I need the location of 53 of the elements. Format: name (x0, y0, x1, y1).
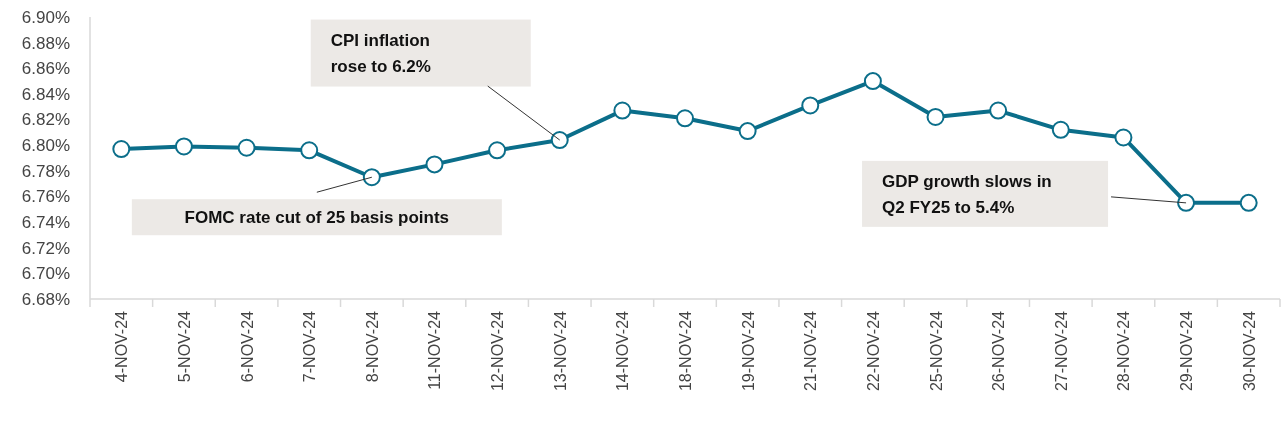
point (863, 72, 882, 91)
point (989, 101, 1008, 120)
x-tick-label: 28-NOV-24 (1115, 310, 1133, 392)
x-tick-label: 27-NOV-24 (1052, 310, 1070, 392)
x-tick-label: 26-NOV-24 (990, 310, 1008, 392)
annotation: GDP growth slows in Q2 FY25 to 5.4% (882, 171, 1052, 217)
annotation: CPI inflation rose to 6.2% (330, 31, 431, 76)
y-tick-label: 6.86% (21, 59, 70, 79)
x-tick-label: 13-NOV-24 (551, 310, 569, 392)
x-tick-label: 19-NOV-24 (739, 310, 757, 392)
point (1239, 193, 1258, 212)
x-tick-label: 7-NOV-24 (301, 310, 319, 383)
x-tick-label: 14-NOV-24 (614, 310, 632, 392)
y-tick-label: 6.82% (21, 110, 70, 130)
y-tick-label: 6.88% (21, 33, 70, 53)
x-tick-label: 29-NOV-24 (1178, 310, 1196, 392)
x-tick-label: 18-NOV-24 (677, 310, 694, 392)
point (488, 141, 507, 160)
y-tick-label: 6.72% (21, 238, 70, 258)
point (613, 101, 632, 120)
y-tick-label: 6.84% (21, 84, 70, 104)
x-tick-label: 5-NOV-24 (175, 310, 193, 383)
y-tick-label: 6.74% (21, 213, 70, 233)
y-tick-label: 6.90% (21, 7, 70, 27)
x-tick-label: 25-NOV-24 (927, 310, 945, 392)
x-tick-label: 6-NOV-24 (238, 310, 256, 383)
point (1177, 193, 1196, 212)
y-tick-label: 6.80% (21, 136, 70, 156)
point (550, 131, 569, 150)
point (174, 137, 193, 156)
y-tick-label: 6.70% (21, 264, 70, 284)
x-tick-label: 22-NOV-24 (864, 310, 882, 392)
point (362, 168, 381, 187)
point (112, 140, 131, 159)
point (1051, 120, 1070, 139)
x-tick-label: 12-NOV-24 (489, 310, 507, 392)
y-tick-label: 6.76% (21, 187, 70, 207)
y-tick-label: 6.78% (21, 161, 70, 181)
x-tick-label: 11-NOV-24 (426, 310, 444, 390)
y-tick-label: 6.68% (21, 289, 70, 309)
point (425, 155, 444, 174)
x-tick-label: 21-NOV-24 (802, 310, 820, 392)
point (738, 122, 757, 141)
point (237, 138, 256, 157)
x-tick-label: 4-NOV-24 (113, 310, 131, 383)
point (801, 96, 820, 115)
x-tick-label: 30-NOV-24 (1240, 310, 1258, 392)
x-tick-label: 8-NOV-24 (363, 310, 381, 383)
point (676, 109, 694, 128)
annotation: FOMC rate cut of 25 basis points (184, 208, 450, 228)
point (1114, 128, 1133, 147)
point (926, 107, 945, 126)
point (300, 141, 319, 160)
